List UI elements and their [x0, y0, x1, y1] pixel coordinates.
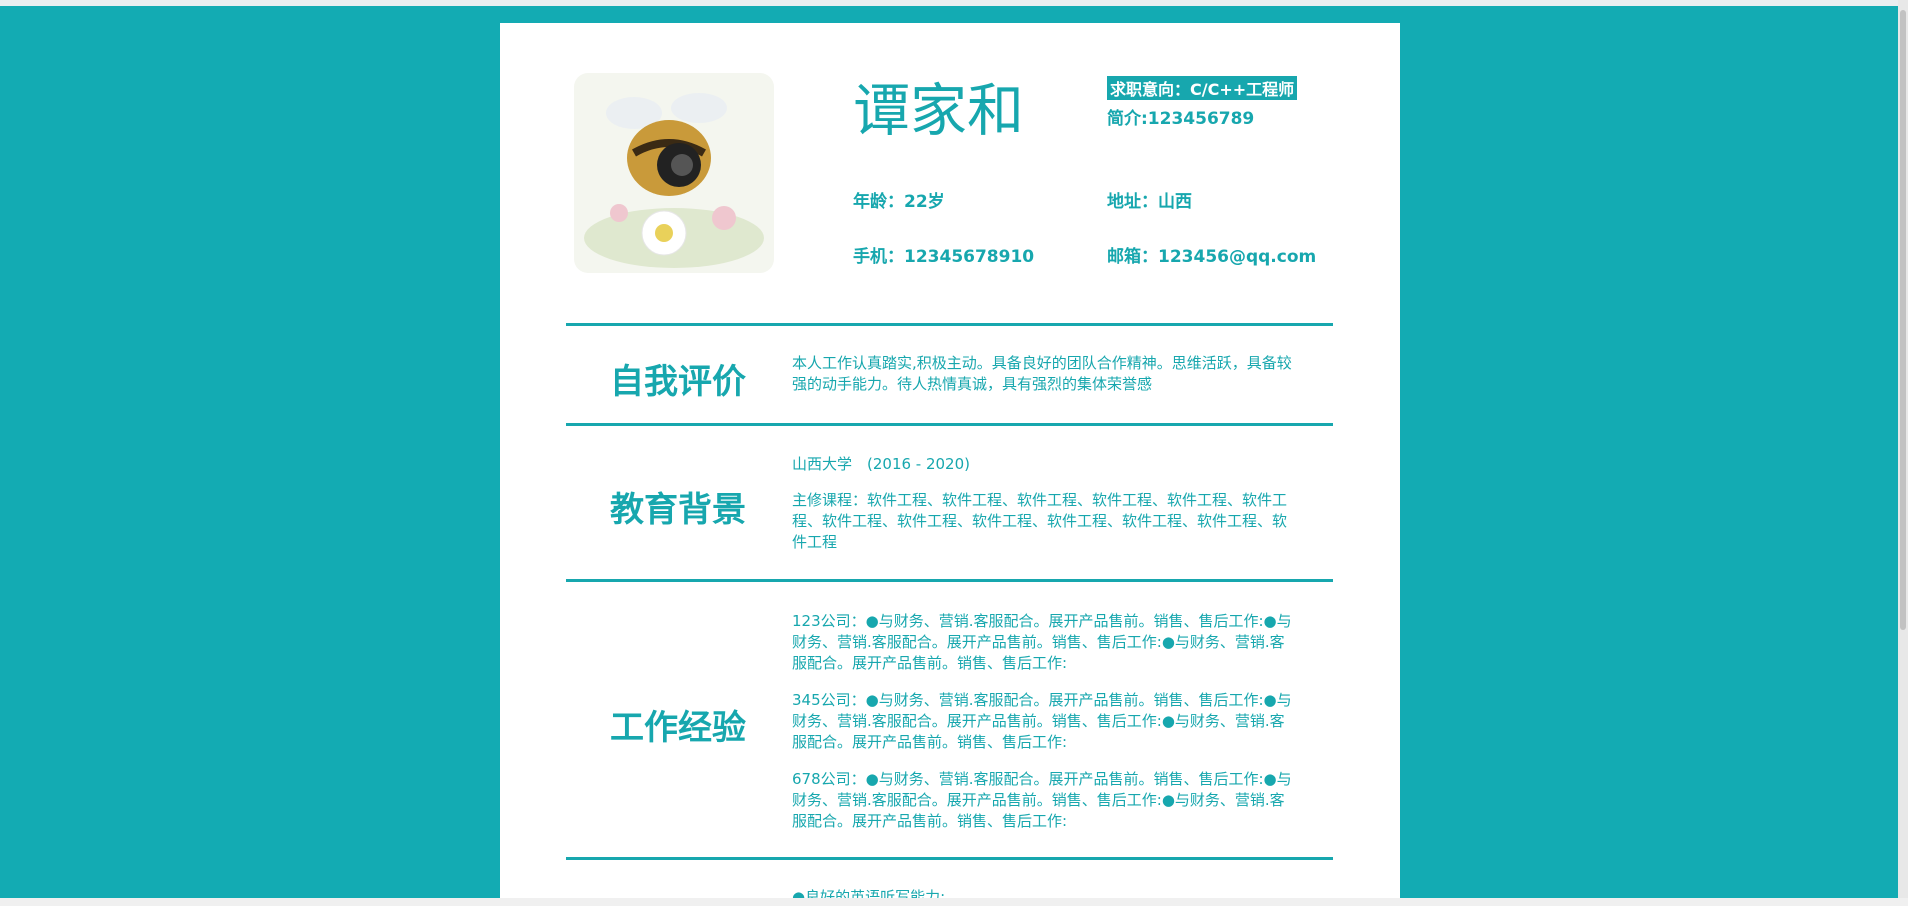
address: 地址：山西: [1107, 192, 1192, 212]
section-text: 678公司：●与财务、营销.客服配合。展开产品售前。销售、售后工作:●与财务、营…: [792, 770, 1292, 830]
divider: [566, 323, 1333, 326]
section-title: 工作经验: [610, 708, 746, 748]
divider: [566, 857, 1333, 860]
section-title: 自我评价: [610, 362, 746, 402]
resume: 谭家和 求职意向：C/C++工程师 简介:123456789 年龄：22岁 地址…: [500, 23, 1400, 898]
phone: 手机：12345678910: [853, 247, 1035, 267]
section-text: 345公司：●与财务、营销.客服配合。展开产品售前。销售、售后工作:●与财务、营…: [792, 691, 1292, 751]
section-title: 教育背景: [610, 490, 746, 530]
intro: 简介:123456789: [1107, 109, 1255, 129]
section-text: 本人工作认真踏实,积极主动。具备良好的团队合作精神。思维活跃，具备较强的动手能力…: [792, 354, 1292, 393]
divider: [566, 423, 1333, 426]
avatar: [574, 73, 774, 273]
section-text: 山西大学 (2016 - 2020): [792, 455, 971, 473]
status-bar: [0, 898, 1908, 906]
name: 谭家和: [853, 78, 1024, 144]
divider: [566, 579, 1333, 582]
section-text: 123公司：●与财务、营销.客服配合。展开产品售前。销售、售后工作:●与财务、营…: [792, 612, 1292, 672]
bookmark-bar: [0, 0, 1908, 6]
section-text: ●良好的英语听写能力:: [792, 888, 946, 898]
job-intent: 求职意向：C/C++工程师: [1107, 76, 1298, 100]
section-text: 主修课程：软件工程、软件工程、软件工程、软件工程、软件工程、软件工程、软件工程、…: [792, 491, 1288, 551]
age: 年龄：22岁: [853, 192, 945, 212]
email: 邮箱：123456@qq.com: [1107, 247, 1317, 267]
scroll-thumb[interactable]: [1900, 10, 1906, 630]
